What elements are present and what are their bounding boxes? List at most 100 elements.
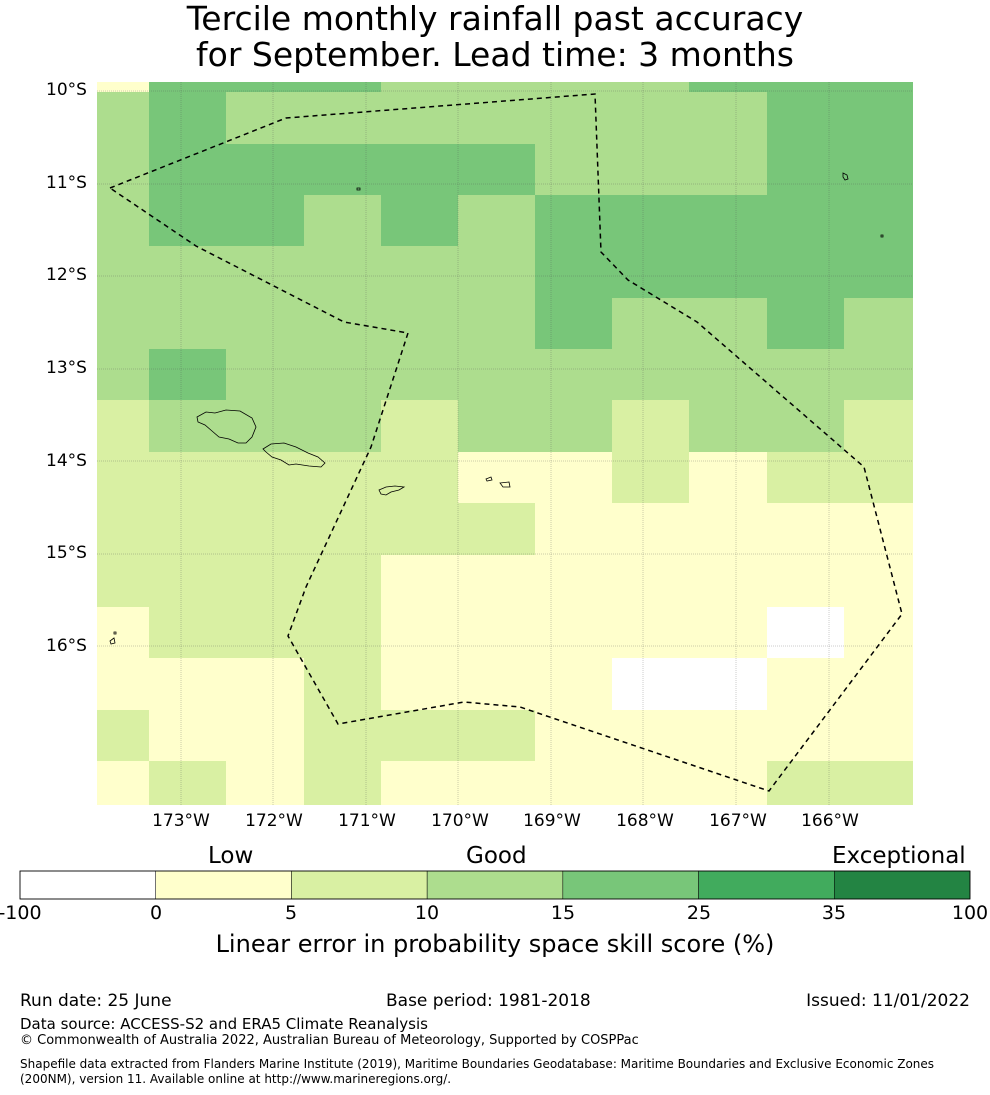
skill-cell <box>689 349 767 400</box>
lat-label: 11°S <box>46 173 87 193</box>
skill-cell <box>767 710 844 761</box>
skill-cell <box>689 144 767 195</box>
skill-cell <box>226 82 304 92</box>
skill-cell <box>458 503 535 555</box>
skill-cell <box>97 658 149 710</box>
colorbar-tick: -100 <box>0 902 42 924</box>
skill-cell <box>767 452 844 503</box>
skill-cell <box>149 555 226 607</box>
island-manua-1 <box>485 476 493 482</box>
skill-cell <box>149 298 226 349</box>
skill-cell <box>97 144 149 195</box>
skill-cell <box>612 144 689 195</box>
skill-cell <box>535 761 612 805</box>
lon-label: 171°W <box>338 811 396 831</box>
skill-cell <box>381 144 458 195</box>
skill-cell <box>689 195 767 246</box>
skill-cell <box>767 246 844 298</box>
skill-cell <box>689 400 767 452</box>
skill-cell <box>97 710 149 761</box>
skill-cell <box>149 400 226 452</box>
skill-cell <box>689 555 767 607</box>
skill-cell <box>97 195 149 246</box>
colorbar-bin <box>291 870 428 900</box>
skill-cell <box>149 607 226 658</box>
skill-cell <box>304 503 381 555</box>
skill-cell <box>97 349 149 400</box>
skill-cell <box>458 555 535 607</box>
skill-cell <box>458 298 535 349</box>
skill-cell <box>535 82 612 92</box>
island-atoll-2 <box>842 172 849 181</box>
skill-cell <box>612 607 689 658</box>
skill-cell <box>304 195 381 246</box>
lat-label: 15°S <box>46 543 87 563</box>
skill-cell <box>612 503 689 555</box>
skill-cell <box>612 92 689 144</box>
lon-label: 166°W <box>801 811 859 831</box>
skill-cell <box>535 298 612 349</box>
skill-cell <box>226 400 304 452</box>
skill-cell <box>97 607 149 658</box>
skill-cell <box>844 400 913 452</box>
island-atoll-5 <box>113 631 117 635</box>
copyright: © Commonwealth of Australia 2022, Austra… <box>20 1033 639 1048</box>
colorbar-tick: 10 <box>414 902 440 924</box>
skill-cell <box>226 607 304 658</box>
skill-cell <box>381 555 458 607</box>
skill-cell <box>304 658 381 710</box>
skill-cell <box>844 349 913 400</box>
island-tutuila <box>378 485 406 496</box>
skill-cell <box>767 503 844 555</box>
colorbar-bin <box>155 870 292 900</box>
skill-cell <box>689 92 767 144</box>
skill-cell <box>689 607 767 658</box>
skill-cell <box>97 761 149 805</box>
skill-cell <box>689 503 767 555</box>
skill-cell <box>381 761 458 805</box>
run-date: Run date: 25 June <box>20 991 172 1011</box>
skill-cell <box>535 246 612 298</box>
issued-date: Issued: 11/01/2022 <box>806 991 970 1011</box>
skill-cell <box>226 144 304 195</box>
skill-cell <box>226 246 304 298</box>
lon-label: 167°W <box>709 811 767 831</box>
colorbar-word-good: Good <box>466 843 527 869</box>
skill-cell <box>458 349 535 400</box>
coastlines <box>109 172 884 645</box>
skill-cell <box>381 246 458 298</box>
skill-cell <box>767 144 844 195</box>
island-atoll-3 <box>880 234 884 238</box>
skill-cell <box>226 658 304 710</box>
shapefile-credit-line-2: (200NM), version 11. Available online at… <box>20 1072 452 1086</box>
skill-cell <box>226 452 304 503</box>
skill-cell <box>535 452 612 503</box>
chart-title-line-1: Tercile monthly rainfall past accuracy <box>186 0 804 38</box>
skill-cell <box>381 607 458 658</box>
skill-cell <box>535 400 612 452</box>
skill-cell <box>381 298 458 349</box>
lon-label: 168°W <box>616 811 674 831</box>
skill-cell <box>458 710 535 761</box>
lon-label: 169°W <box>523 811 581 831</box>
skill-cell <box>689 658 767 710</box>
skill-cell <box>689 298 767 349</box>
skill-cell <box>381 349 458 400</box>
skill-cell <box>844 658 913 710</box>
skill-cell <box>612 761 689 805</box>
island-atoll-1 <box>356 187 361 191</box>
skill-cell <box>689 710 767 761</box>
skill-cell <box>767 658 844 710</box>
skill-cell <box>226 761 304 805</box>
skill-cell <box>149 761 226 805</box>
colorbar-bin <box>562 870 699 900</box>
skill-cell <box>149 144 226 195</box>
shapefile-credit-line-1: Shapefile data extracted from Flanders M… <box>20 1057 935 1071</box>
skill-cell <box>844 82 913 92</box>
data-source: Data source: ACCESS-S2 and ERA5 Climate … <box>20 1015 428 1033</box>
lat-label: 14°S <box>46 451 87 471</box>
island-upolu <box>262 442 326 468</box>
skill-cell <box>97 298 149 349</box>
skill-cell <box>381 452 458 503</box>
